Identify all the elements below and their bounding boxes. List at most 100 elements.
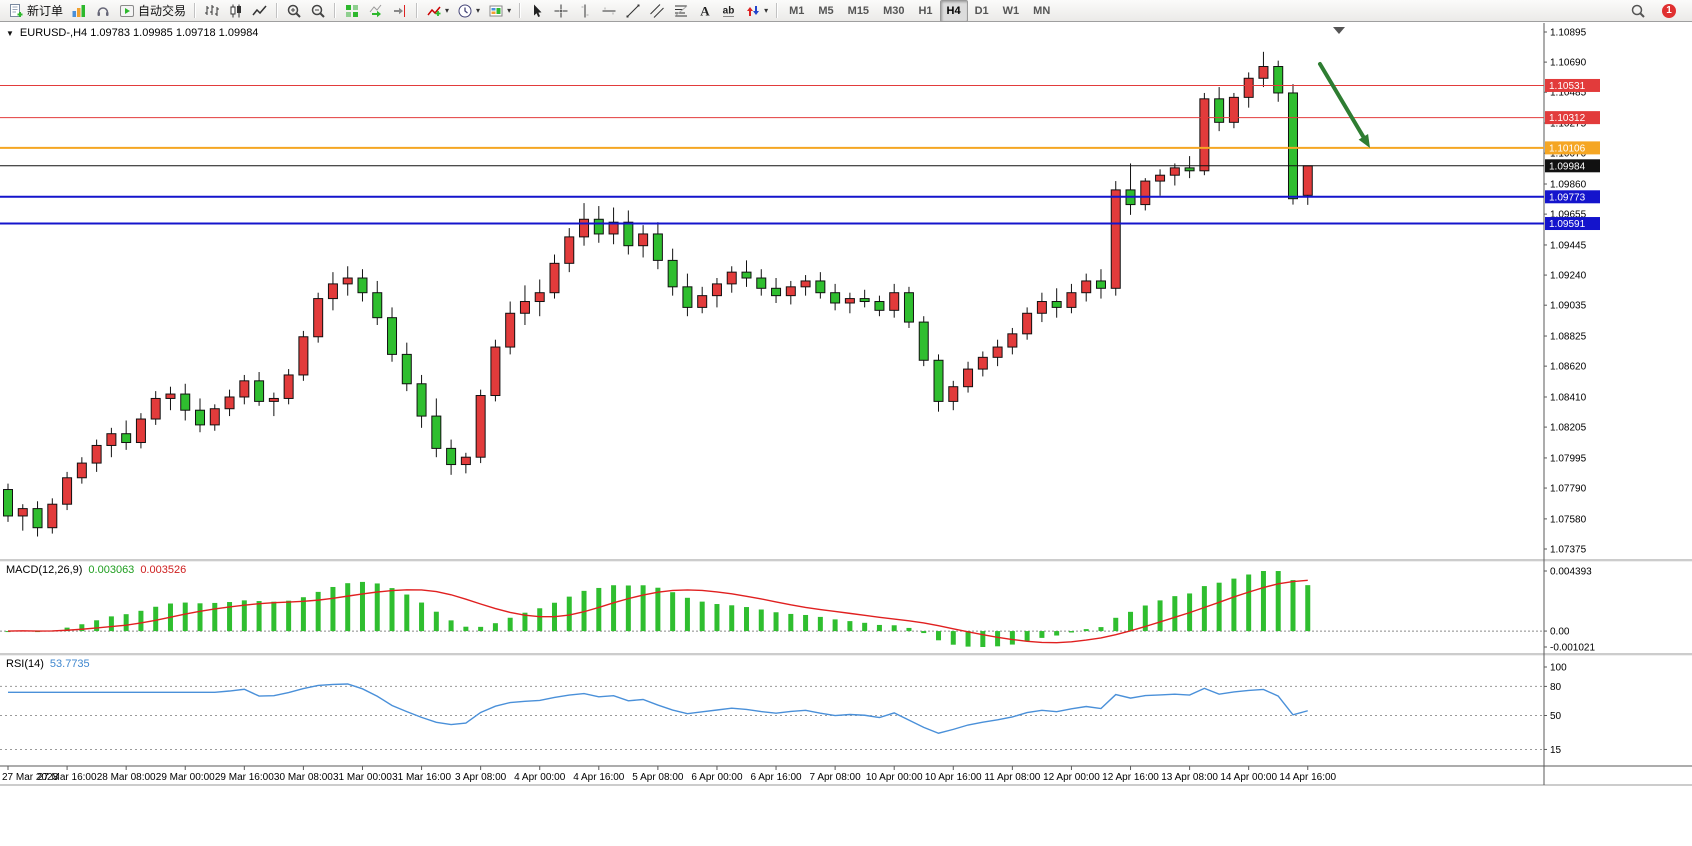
svg-text:1.07580: 1.07580 bbox=[1550, 514, 1587, 525]
svg-text:1.09035: 1.09035 bbox=[1550, 301, 1587, 312]
svg-text:30 Mar 08:00: 30 Mar 08:00 bbox=[274, 772, 333, 783]
svg-text:ab: ab bbox=[723, 5, 735, 16]
vertical-line-button[interactable] bbox=[573, 0, 597, 22]
trendline-icon bbox=[626, 4, 640, 17]
svg-text:14 Apr 16:00: 14 Apr 16:00 bbox=[1279, 772, 1336, 783]
svg-text:1.09591: 1.09591 bbox=[1549, 219, 1586, 230]
timeframe-w1-button[interactable]: W1 bbox=[1002, 4, 1020, 17]
tile-icon bbox=[346, 4, 359, 17]
timeframe-m5-button[interactable]: M5 bbox=[818, 4, 834, 17]
auto-scroll-icon bbox=[369, 4, 382, 17]
candlestick-series bbox=[3, 51, 1313, 537]
charts-button[interactable] bbox=[67, 0, 91, 22]
svg-text:29 Mar 00:00: 29 Mar 00:00 bbox=[156, 772, 215, 783]
new-order-icon bbox=[10, 3, 23, 17]
timeframe-h4-button[interactable]: H4 bbox=[939, 0, 968, 22]
trendline-button[interactable] bbox=[621, 0, 645, 22]
svg-text:27 Mar 16:00: 27 Mar 16:00 bbox=[38, 772, 97, 783]
search-button[interactable] bbox=[1626, 0, 1650, 22]
autotrading-button-label: 自动交易 bbox=[138, 4, 187, 18]
current-price-line-tag bbox=[1545, 159, 1600, 173]
svg-text:0.00: 0.00 bbox=[1550, 627, 1570, 638]
timeframe-mn-button[interactable]: MN bbox=[1033, 4, 1051, 17]
channel-icon bbox=[650, 3, 664, 18]
crosshair-button[interactable] bbox=[549, 0, 573, 22]
zoom-out-button[interactable] bbox=[306, 0, 330, 22]
timeframe-m30-button[interactable]: M30 bbox=[883, 4, 905, 17]
svg-text:6 Apr 00:00: 6 Apr 00:00 bbox=[691, 772, 743, 783]
channel-button[interactable] bbox=[645, 0, 669, 22]
tile-windows-button[interactable] bbox=[340, 0, 364, 22]
svg-text:15: 15 bbox=[1550, 745, 1562, 756]
svg-text:12 Apr 00:00: 12 Apr 00:00 bbox=[1043, 772, 1100, 783]
autotrading-icon bbox=[120, 4, 135, 17]
toolbar-separator bbox=[416, 3, 419, 18]
text-label-button[interactable]: ab bbox=[717, 0, 741, 22]
svg-text:13 Apr 08:00: 13 Apr 08:00 bbox=[1161, 772, 1218, 783]
candles-icon bbox=[230, 4, 242, 17]
rsi-indicator: 100 80 50 15 bbox=[0, 663, 1567, 756]
svg-text:14 Apr 00:00: 14 Apr 00:00 bbox=[1220, 772, 1277, 783]
svg-text:1.10106: 1.10106 bbox=[1549, 143, 1586, 154]
templates-icon bbox=[489, 5, 503, 16]
timeframe-h1-button[interactable]: H1 bbox=[918, 4, 933, 17]
trend-arrow-object[interactable] bbox=[1318, 62, 1370, 148]
svg-text:1.10312: 1.10312 bbox=[1549, 113, 1586, 124]
svg-text:31 Mar 16:00: 31 Mar 16:00 bbox=[392, 772, 451, 783]
vline-icon bbox=[581, 4, 589, 17]
indicators-icon bbox=[427, 6, 441, 16]
svg-text:0.004393: 0.004393 bbox=[1550, 567, 1592, 578]
hline-icon bbox=[602, 7, 616, 14]
candlestick-button[interactable] bbox=[224, 0, 248, 22]
timeframe-d1-button[interactable]: D1 bbox=[974, 4, 989, 17]
text-button[interactable]: A bbox=[693, 0, 717, 22]
svg-text:1.09655: 1.09655 bbox=[1550, 210, 1587, 221]
svg-text:100: 100 bbox=[1550, 663, 1567, 674]
line-chart-button[interactable] bbox=[248, 0, 272, 22]
timeframe-m1-button[interactable]: M1 bbox=[789, 4, 805, 17]
svg-text:A: A bbox=[700, 3, 710, 18]
zoom-in-button[interactable] bbox=[282, 0, 306, 22]
periods-icon bbox=[458, 4, 472, 17]
periods-button[interactable]: ▾ bbox=[453, 0, 484, 22]
bar-chart-button[interactable] bbox=[200, 0, 224, 22]
svg-text:1.09240: 1.09240 bbox=[1550, 271, 1587, 282]
svg-text:27 Mar 2023: 27 Mar 2023 bbox=[2, 772, 59, 783]
price-axis[interactable]: 1.108951.106901.104851.102751.100701.098… bbox=[1544, 28, 1587, 556]
market-icon bbox=[97, 6, 109, 16]
fibo-icon bbox=[674, 5, 688, 16]
timeframe-m15-button[interactable]: M15 bbox=[847, 4, 870, 17]
templates-button[interactable]: ▾ bbox=[484, 0, 515, 22]
chart-menu-icon[interactable]: ▼ bbox=[6, 28, 14, 38]
svg-text:80: 80 bbox=[1550, 682, 1562, 693]
cursor-button[interactable] bbox=[525, 0, 549, 22]
svg-text:5 Apr 08:00: 5 Apr 08:00 bbox=[632, 772, 684, 783]
pivot-line-tag bbox=[1545, 141, 1600, 155]
support-line-2-tag bbox=[1545, 217, 1600, 231]
auto-scroll-button[interactable] bbox=[364, 0, 388, 22]
notifications-button[interactable]: 1 bbox=[1658, 0, 1680, 22]
chart-shift-button[interactable] bbox=[388, 0, 412, 22]
horizontal-line-button[interactable] bbox=[597, 0, 621, 22]
svg-text:6 Apr 16:00: 6 Apr 16:00 bbox=[750, 772, 802, 783]
svg-text:1.10895: 1.10895 bbox=[1550, 28, 1587, 39]
market-watch-button[interactable] bbox=[91, 0, 115, 22]
crosshair-icon bbox=[554, 4, 568, 17]
dropdown-caret-icon: ▾ bbox=[507, 6, 512, 15]
fibonacci-button[interactable] bbox=[669, 0, 693, 22]
svg-text:4 Apr 16:00: 4 Apr 16:00 bbox=[573, 772, 625, 783]
new-order-button-label: 新订单 bbox=[27, 4, 64, 18]
chart-canvas[interactable]: 1.108951.106901.104851.102751.100701.098… bbox=[0, 23, 1692, 846]
svg-text:1.09860: 1.09860 bbox=[1550, 180, 1587, 191]
autotrading-button[interactable]: 自动交易 bbox=[115, 0, 190, 22]
toolbar-separator bbox=[519, 3, 522, 18]
chart-shift-marker[interactable] bbox=[1333, 27, 1345, 34]
arrows-button[interactable]: ▾ bbox=[741, 0, 772, 22]
resistance-line-2-tag bbox=[1545, 111, 1600, 125]
dropdown-caret-icon: ▾ bbox=[764, 6, 769, 15]
new-order-button[interactable]: 新订单 bbox=[4, 0, 67, 22]
indicators-button[interactable]: ▾ bbox=[422, 0, 453, 22]
